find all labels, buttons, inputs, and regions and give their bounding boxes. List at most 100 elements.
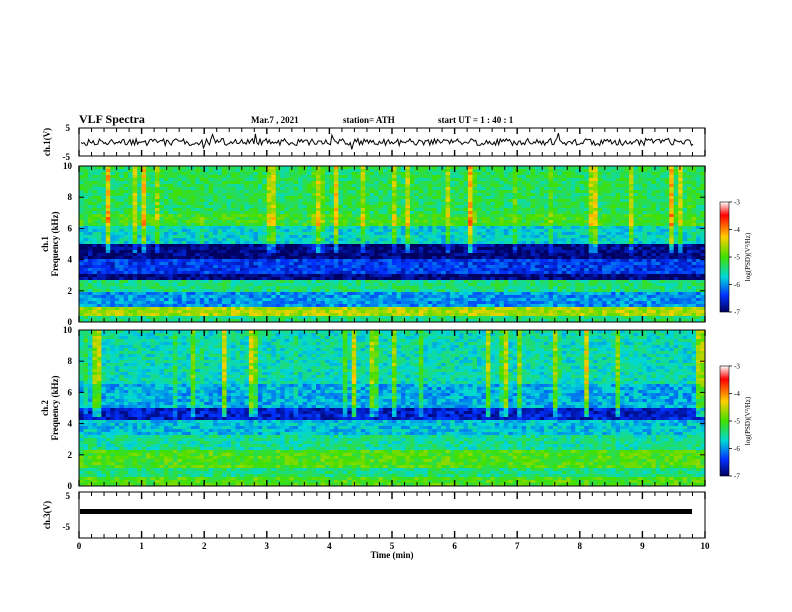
ch1-spec-cell bbox=[450, 202, 455, 206]
ch1-spec-cell bbox=[561, 202, 567, 206]
ch1-spec-cell bbox=[137, 244, 142, 248]
ch1-spec-cell bbox=[155, 181, 160, 185]
ch1-spec-cell bbox=[552, 250, 558, 254]
ch1-spec-cell bbox=[128, 223, 133, 227]
ch1-spec-cell bbox=[548, 190, 554, 194]
ch1-spec-cell bbox=[655, 238, 661, 242]
ch1-spec-cell bbox=[244, 172, 250, 176]
ch1-spec-cell bbox=[351, 187, 357, 191]
ch1-spec-cell bbox=[163, 250, 169, 254]
ch1-spec-cell bbox=[620, 184, 625, 188]
ch1-spec-cell bbox=[262, 220, 268, 224]
ch1-spec-cell bbox=[557, 226, 563, 230]
ch1-spec-cell bbox=[503, 187, 509, 191]
ch1-spec-cell bbox=[213, 223, 218, 227]
ch1-spec-cell bbox=[593, 196, 598, 200]
ch1-spec-cell bbox=[566, 268, 572, 272]
ch1-spec-cell bbox=[213, 205, 218, 209]
ch1-spec-cell bbox=[633, 253, 639, 257]
ch1-spec-cell bbox=[324, 223, 330, 227]
ch1-spec-cell bbox=[512, 247, 518, 251]
ch1-spec-cell bbox=[655, 178, 661, 182]
ch1-spec-cell bbox=[655, 211, 661, 215]
ch1-spec-cell bbox=[454, 223, 460, 227]
ch1-spec-cell bbox=[79, 190, 84, 194]
ch1-spec-cell bbox=[566, 229, 572, 233]
ch1-spec-cell bbox=[79, 178, 84, 182]
ch1-spec-cell bbox=[400, 202, 406, 206]
ch1-spec-cell bbox=[405, 214, 411, 218]
ch1-spec-cell bbox=[351, 250, 357, 254]
ch1-spec-cell bbox=[119, 184, 125, 188]
ch1-spec-cell bbox=[544, 238, 549, 242]
ch1-spec-cell bbox=[691, 187, 697, 191]
ch1-spec-cell bbox=[450, 238, 455, 242]
ch1-spec-cell bbox=[669, 184, 674, 188]
ch1-spec-cell bbox=[383, 184, 388, 188]
ch1-spec-cell bbox=[320, 220, 326, 224]
ch1-spec-cell bbox=[642, 238, 648, 242]
ch1-spec-cell bbox=[83, 214, 89, 218]
ch1-spec-cell bbox=[450, 175, 455, 179]
ch1-spec-cell bbox=[257, 202, 263, 206]
ch1-spec-cell bbox=[351, 253, 357, 257]
ch1-spec-cell bbox=[405, 199, 411, 203]
ch1-spec-cell bbox=[239, 190, 245, 194]
ch1-spec-cell bbox=[490, 265, 496, 269]
ch1-spec-cell bbox=[163, 214, 169, 218]
ch1-spec-cell bbox=[691, 223, 697, 227]
ch1-spec-cell bbox=[521, 214, 527, 218]
ch1-spec-cell bbox=[642, 217, 648, 221]
ch1-spec-cell bbox=[535, 265, 540, 269]
ch1-spec-cell bbox=[293, 250, 299, 254]
ch1-spec-cell bbox=[669, 229, 674, 233]
ch1-spec-cell bbox=[347, 238, 353, 242]
ch1-spec-cell bbox=[271, 229, 277, 233]
ch1-spec-cell bbox=[280, 241, 285, 245]
ch1-spec-cell bbox=[374, 166, 379, 170]
ch1-spec-cell bbox=[101, 199, 107, 203]
ch1-spec-cell bbox=[289, 211, 294, 215]
ch1-spec-cell bbox=[664, 241, 670, 245]
ch1-spec-cell bbox=[231, 175, 236, 179]
ch1-spec-cell bbox=[463, 169, 469, 173]
ch1-spec-cell bbox=[400, 268, 406, 272]
ch1-spec-cell bbox=[347, 247, 353, 251]
ch1-spec-cell bbox=[302, 229, 308, 233]
ch1-spec-cell bbox=[181, 223, 187, 227]
ch1-spec-cell bbox=[213, 184, 218, 188]
ch1-spec-cell bbox=[570, 256, 576, 260]
ch1-spec-cell bbox=[526, 256, 531, 260]
ch1-spec-cell bbox=[244, 217, 250, 221]
ch1-spec-cell bbox=[494, 238, 500, 242]
ch1-spec-cell bbox=[445, 259, 451, 263]
ch1-spec-cell bbox=[584, 181, 590, 185]
ch1-spec-cell bbox=[575, 220, 581, 224]
ch1-spec-cell bbox=[383, 268, 388, 272]
ch1-spec-cell bbox=[235, 181, 241, 185]
ch1-spec-cell bbox=[83, 166, 89, 170]
ch1-spec-cell bbox=[235, 214, 241, 218]
ch1-spec-cell bbox=[463, 187, 469, 191]
ch1-spec-cell bbox=[414, 193, 420, 197]
ch1-spec-cell bbox=[570, 247, 576, 251]
ch1-spec-cell bbox=[365, 205, 370, 209]
ch1-spec-cell bbox=[561, 223, 567, 227]
ch1-spec-cell bbox=[651, 262, 657, 266]
ch1-spec-cell bbox=[660, 241, 666, 245]
ch1-spec-cell bbox=[485, 223, 491, 227]
ch1-spec-cell bbox=[146, 232, 151, 236]
ch1-spec-cell bbox=[226, 199, 232, 203]
ch1-spec-cell bbox=[329, 244, 335, 248]
ch1-spec-cell bbox=[611, 202, 616, 206]
ch1-spec-cell bbox=[374, 175, 379, 179]
ch1-spec-cell bbox=[329, 238, 335, 242]
ch1-spec-cell bbox=[414, 235, 420, 239]
ch1-spec-cell bbox=[490, 262, 496, 266]
ch1-spec-cell bbox=[177, 265, 183, 269]
ch1-spec-cell bbox=[360, 214, 366, 218]
ch1-spec-cell bbox=[293, 253, 299, 257]
ch1-spec-cell bbox=[119, 199, 125, 203]
ch1-spec-cell bbox=[544, 211, 549, 215]
ch1-spec-cell bbox=[557, 247, 563, 251]
